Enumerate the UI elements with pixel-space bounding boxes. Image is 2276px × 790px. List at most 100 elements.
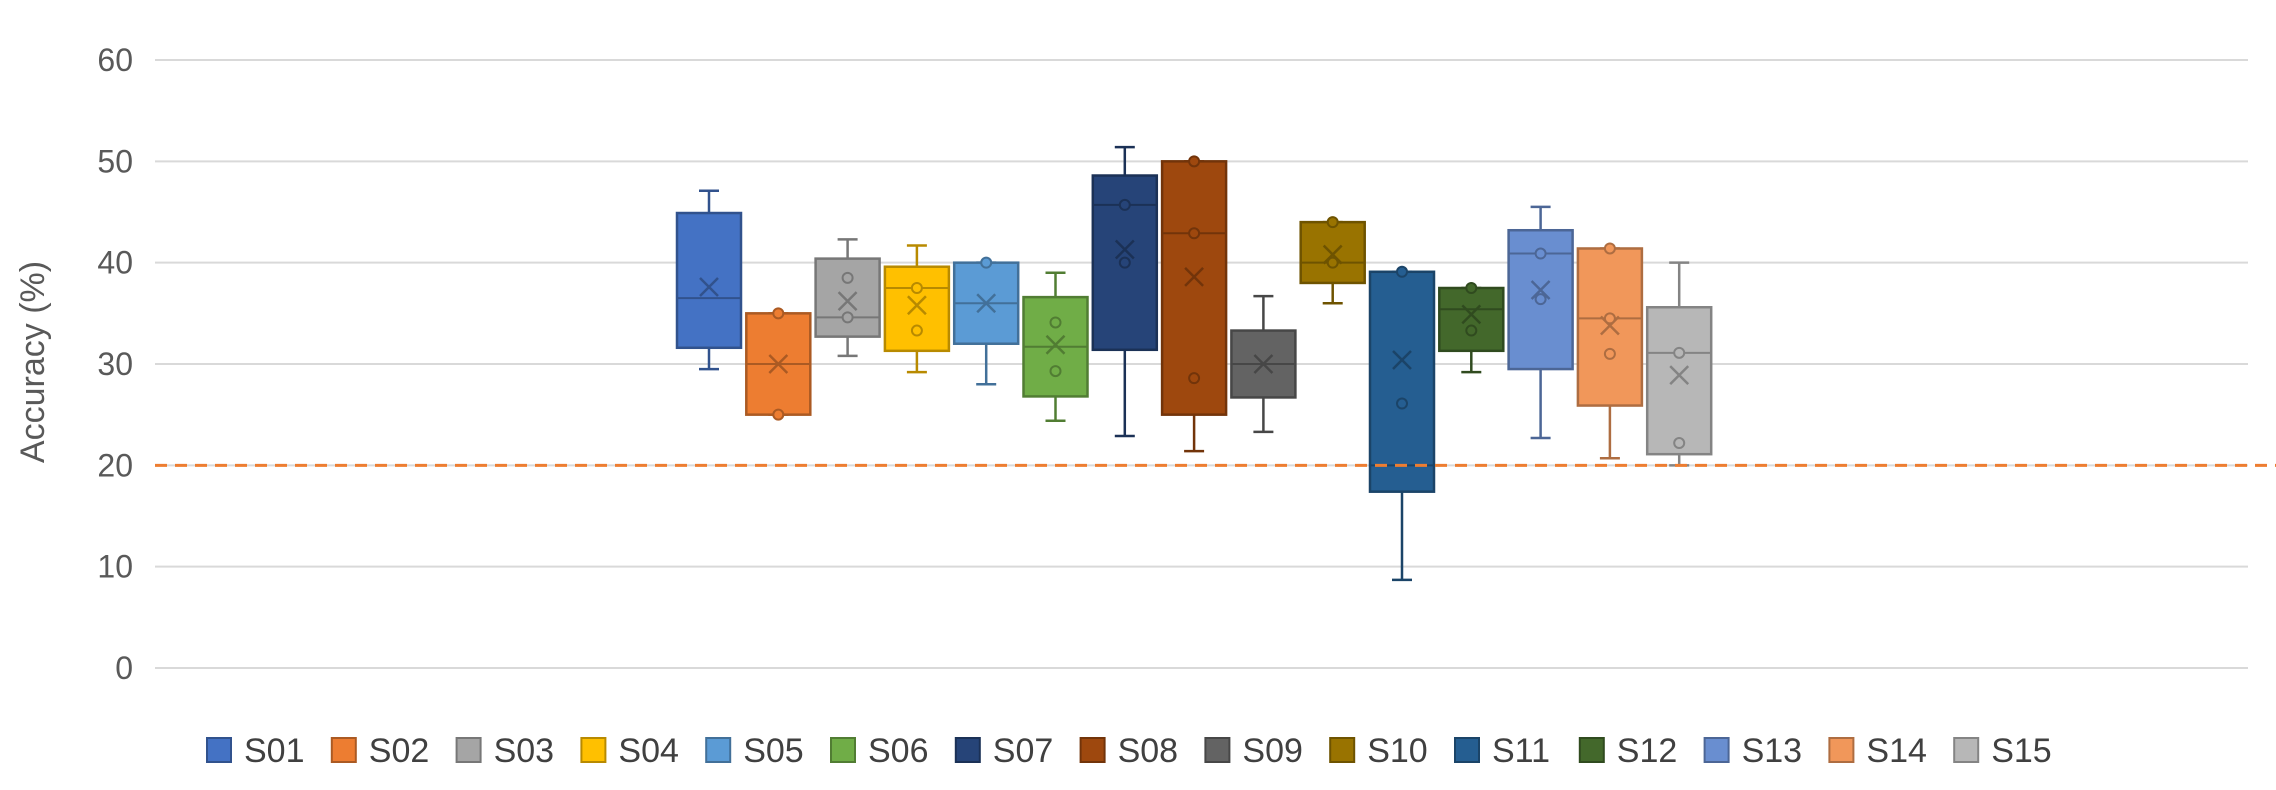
legend-swatch (1703, 737, 1730, 763)
data-point (1465, 282, 1478, 294)
y-tick-label-10: 10 (97, 549, 133, 585)
box-s12 (1438, 282, 1505, 374)
box-s11 (1368, 265, 1436, 582)
box-s04 (883, 244, 951, 374)
legend-label: S05 (743, 732, 804, 770)
box-s14 (1576, 242, 1644, 460)
legend-swatch (1454, 737, 1480, 763)
legend-label: S10 (1367, 732, 1428, 770)
box-s03 (814, 238, 881, 358)
legend-swatch (1204, 737, 1231, 763)
legend-label: S02 (369, 732, 430, 770)
mean-marker (1322, 244, 1343, 265)
y-tick-labels: 0 10 20 30 40 50 60 (97, 42, 133, 686)
y-tick-label-60: 60 (97, 42, 133, 78)
legend-item-s14: S14 (1828, 732, 1927, 770)
mean-marker (976, 293, 997, 314)
legend-label: S14 (1866, 732, 1927, 770)
legend-label: S03 (494, 732, 554, 770)
y-tick-label-0: 0 (115, 650, 133, 686)
data-point (1673, 346, 1686, 359)
iqr-box (814, 257, 881, 338)
data-point (772, 307, 785, 320)
data-point (1326, 216, 1339, 229)
box-s06 (1022, 271, 1089, 422)
data-point (841, 311, 854, 324)
box-s07 (1091, 145, 1159, 438)
mean-marker (1253, 354, 1274, 374)
mean-marker (1600, 315, 1620, 336)
legend-item-s10: S10 (1329, 732, 1428, 770)
legend-swatch (830, 737, 856, 763)
legend-swatch (1578, 737, 1605, 763)
data-point (1396, 397, 1408, 410)
data-point (1603, 242, 1616, 255)
legend-item-s05: S05 (705, 732, 804, 770)
box-s01 (675, 189, 743, 371)
data-point (772, 408, 785, 421)
iqr-box (1368, 270, 1436, 493)
mean-marker (699, 277, 719, 297)
data-point (1396, 265, 1408, 278)
mean-marker (1461, 304, 1482, 325)
mean-marker (1184, 266, 1204, 287)
data-point (1326, 256, 1339, 269)
y-tick-label-20: 20 (97, 447, 133, 483)
y-tick-label-40: 40 (97, 245, 133, 281)
data-point (1534, 293, 1547, 306)
data-point (1049, 316, 1062, 329)
legend-item-s04: S04 (580, 732, 679, 770)
legend-label: S12 (1617, 732, 1678, 770)
legend-swatch (580, 737, 607, 763)
box-s10 (1299, 216, 1366, 305)
legend-swatch (330, 737, 357, 763)
data-point (1188, 372, 1201, 385)
mean-marker (1530, 280, 1551, 300)
iqr-box (675, 211, 743, 350)
legend-item-s08: S08 (1079, 732, 1178, 770)
legend-swatch (206, 737, 232, 763)
legend-swatch (1329, 737, 1356, 763)
legend-label: S04 (618, 732, 679, 770)
legend-item-s01: S01 (206, 732, 305, 770)
legend-label: S15 (1991, 732, 2052, 770)
legend-swatch (455, 737, 482, 763)
box-s15 (1645, 261, 1713, 467)
legend-swatch (954, 737, 981, 763)
box-s08 (1160, 155, 1228, 453)
box-s05 (952, 256, 1020, 386)
box-s09 (1230, 294, 1297, 434)
legend-label: S01 (244, 732, 305, 770)
legend-label: S13 (1742, 732, 1803, 770)
y-tick-label-50: 50 (97, 143, 133, 179)
legend-item-s09: S09 (1204, 732, 1303, 770)
iqr-box (1438, 286, 1505, 353)
boxes-layer (675, 145, 1713, 582)
data-point (1673, 437, 1686, 450)
y-axis-title: Accuracy (%) (14, 261, 52, 463)
mean-marker (1045, 334, 1066, 355)
data-point (910, 324, 923, 337)
legend-label: S09 (1242, 732, 1303, 770)
mean-marker (1392, 350, 1412, 370)
legend-swatch (1828, 737, 1855, 763)
legend-label: S11 (1492, 732, 1550, 770)
data-point (910, 282, 923, 294)
data-point (980, 256, 993, 269)
mean-marker (768, 354, 789, 374)
legend-swatch (1953, 737, 1980, 763)
legend-item-s06: S06 (830, 732, 929, 770)
data-point (1188, 227, 1201, 240)
box-s02 (745, 307, 812, 421)
legend: S01 S02 S03 S04 S05 S06 S07 S08 S09 S10 S11 S12 S13 S… (206, 732, 2052, 770)
data-point (1118, 256, 1131, 269)
legend-item-s12: S12 (1578, 732, 1678, 770)
legend-item-s15: S15 (1953, 732, 2052, 770)
data-point (1603, 312, 1616, 325)
mean-marker (907, 295, 927, 316)
data-point (1465, 324, 1478, 337)
y-tick-label-30: 30 (97, 346, 133, 382)
mean-marker (837, 291, 858, 312)
legend-item-s07: S07 (954, 732, 1053, 770)
data-point (1118, 198, 1131, 211)
